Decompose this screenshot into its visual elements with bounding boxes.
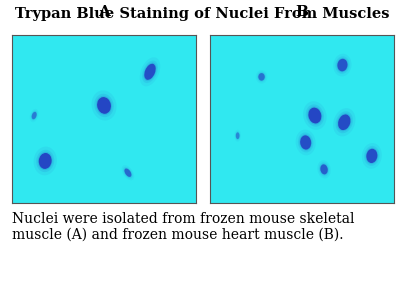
Ellipse shape [32,112,37,119]
Ellipse shape [299,134,312,151]
Ellipse shape [143,63,156,81]
Ellipse shape [320,164,328,175]
Ellipse shape [31,110,38,121]
Ellipse shape [38,152,53,170]
Ellipse shape [333,54,351,76]
Ellipse shape [142,61,158,83]
Ellipse shape [300,135,311,150]
Ellipse shape [96,96,112,115]
Ellipse shape [32,111,37,120]
Ellipse shape [34,146,57,175]
Ellipse shape [337,113,351,131]
Text: A: A [98,5,110,19]
Ellipse shape [306,104,324,127]
Ellipse shape [335,56,349,74]
Ellipse shape [308,108,321,124]
Ellipse shape [36,150,54,172]
Ellipse shape [362,143,382,169]
Ellipse shape [124,168,131,177]
Ellipse shape [338,115,350,130]
Ellipse shape [92,90,116,121]
Ellipse shape [337,59,347,71]
Ellipse shape [236,132,240,139]
Ellipse shape [336,111,353,133]
Ellipse shape [320,164,328,174]
Ellipse shape [364,146,380,166]
Ellipse shape [258,73,265,81]
Ellipse shape [236,132,240,139]
Ellipse shape [257,72,266,82]
Ellipse shape [307,106,322,125]
Ellipse shape [366,149,377,163]
Text: Trypan Blue Staining of Nuclei From Muscles: Trypan Blue Staining of Nuclei From Musc… [15,7,389,21]
Ellipse shape [296,130,316,155]
Text: B: B [295,5,309,19]
Ellipse shape [144,64,156,80]
Ellipse shape [366,148,378,164]
Text: Nuclei were isolated from frozen mouse skeletal
muscle (A) and frozen mouse hear: Nuclei were isolated from frozen mouse s… [12,212,355,242]
Ellipse shape [124,168,132,177]
Ellipse shape [303,101,326,130]
Ellipse shape [258,72,265,81]
Ellipse shape [319,162,329,176]
Ellipse shape [39,153,52,169]
Ellipse shape [97,97,111,114]
Ellipse shape [333,108,356,136]
Ellipse shape [298,133,314,153]
Ellipse shape [94,94,114,117]
Ellipse shape [123,167,133,179]
Ellipse shape [337,58,348,72]
Ellipse shape [140,57,160,86]
